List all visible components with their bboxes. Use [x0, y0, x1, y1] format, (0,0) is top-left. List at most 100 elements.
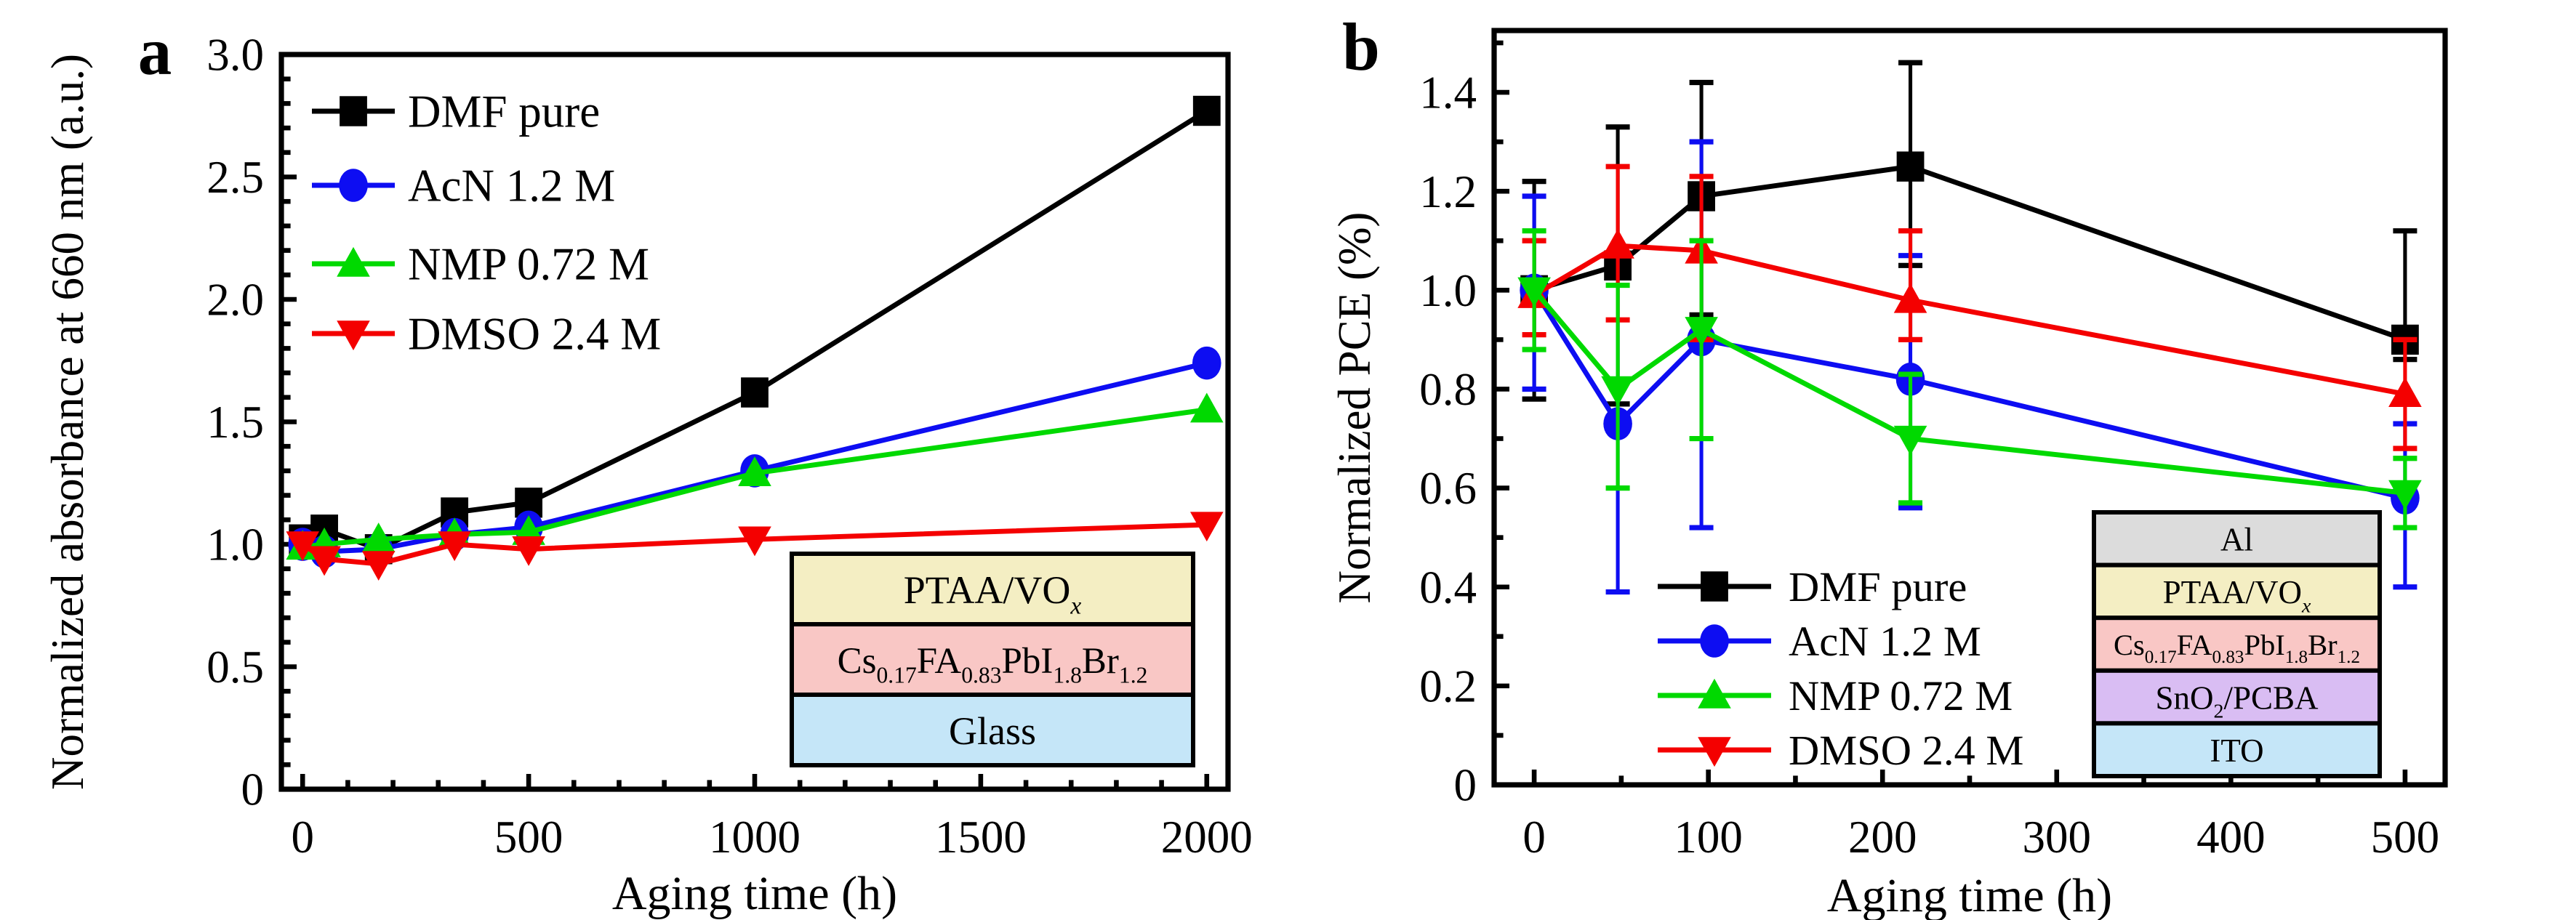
legend-label: AcN 1.2 M	[1789, 618, 1981, 665]
series-dmso-2-4-m	[286, 512, 1224, 581]
y-tick-labels: 0 0.2 0.4 0.6 0.8 1.0 1.2 1.4	[1419, 68, 1477, 811]
y-tick-label: 0.2	[1419, 661, 1477, 711]
stack-layer	[2092, 510, 2382, 568]
x-tick-label: 1000	[709, 812, 801, 863]
series-error-bars	[1522, 164, 2417, 451]
legend: DMF pure AcN 1.2 M NMP 0.72 M DMSO 2.4 M	[312, 86, 661, 359]
panel-letter: b	[1342, 10, 1380, 85]
legend-entry: DMF pure	[312, 86, 600, 137]
data-point-marker	[1189, 512, 1224, 542]
legend-entry: NMP 0.72 M	[1658, 672, 2013, 719]
stack-layer-label: Al	[2220, 522, 2253, 558]
y-tick-label: 2.0	[206, 275, 264, 326]
series-dmso-2-4-m	[1517, 164, 2422, 451]
y-axis-title: Normalized absorbance at 660 nm (a.u.)	[42, 54, 93, 790]
legend-marker-square-icon	[340, 96, 367, 126]
data-point-marker	[1517, 277, 1551, 307]
series-error-bars	[1522, 228, 2417, 530]
stack-layer-label: PTAA/VOx	[2163, 574, 2311, 617]
data-point-marker	[1601, 228, 1634, 259]
x-tick-label: 100	[1674, 812, 1743, 863]
data-point-marker	[1601, 376, 1634, 406]
legend-entry: DMSO 2.4 M	[312, 308, 661, 359]
series-nmp-0-72-m	[1517, 228, 2422, 530]
series-markers	[286, 512, 1224, 581]
data-point-marker	[512, 536, 545, 566]
y-tick-labels: 0 0.5 1.0 1.5 2.0 2.5 3.0	[206, 30, 264, 815]
legend-marker-square-icon	[1701, 571, 1728, 602]
stack-layer	[790, 552, 1195, 626]
x-tick-label: 200	[1848, 812, 1917, 863]
data-point-marker	[1685, 317, 1718, 347]
x-tick-label: 0	[291, 812, 314, 863]
legend-marker-triangle-up-icon	[337, 246, 370, 277]
legend-marker-triangle-up-icon	[1698, 678, 1731, 709]
data-point-marker	[1896, 151, 1925, 182]
series-markers	[1520, 151, 2419, 355]
y-tick-label: 0.8	[1419, 364, 1477, 415]
legend-marker-triangle-down-icon	[1698, 737, 1731, 767]
x-tick-labels: 0 100 200 300 400 500	[1522, 812, 2439, 863]
stack-layer-label: Cs0.17FA0.83PbI1.8Br1.2	[838, 641, 1148, 688]
series-markers	[1517, 228, 2422, 407]
stack-layer	[790, 622, 1195, 698]
y-tick-label: 0.4	[1419, 562, 1477, 613]
y-tick-label: 0.6	[1419, 463, 1477, 514]
stack-layer-label: Cs0.17FA0.83PbI1.8Br1.2	[2114, 629, 2360, 667]
x-tick-label: 400	[2196, 812, 2266, 863]
x-axis-title: Aging time (h)	[612, 867, 897, 920]
data-point-marker	[741, 377, 769, 408]
x-tick-label: 2000	[1161, 812, 1253, 863]
y-tick-label: 1.5	[206, 397, 264, 448]
x-tick-label: 0	[1522, 812, 1546, 863]
legend-marker-triangle-down-icon	[337, 320, 370, 351]
x-tick-label: 1500	[935, 812, 1027, 863]
y-tick-label: 2.5	[206, 152, 264, 203]
x-tick-label: 500	[494, 812, 563, 863]
y-axis-title: Normalized PCE (%)	[1329, 212, 1380, 604]
data-point-marker	[1192, 95, 1221, 126]
legend-entry: NMP 0.72 M	[312, 238, 649, 289]
legend-entry: DMF pure	[1658, 563, 1967, 610]
x-tick-labels: 0 500 1000 1500 2000	[291, 812, 1252, 863]
y-tick-label: 3.0	[206, 30, 264, 81]
data-point-marker	[361, 551, 396, 581]
legend-label: DMSO 2.4 M	[1789, 727, 2023, 774]
device-stack-inset: Al PTAA/VOx Cs0.17FA0.83PbI1.8Br1.2 SnO2/PC…	[2092, 510, 2382, 778]
y-tick-label: 1.4	[1419, 68, 1477, 118]
y-tick-label: 1.0	[1419, 265, 1477, 316]
data-point-marker	[1893, 425, 1927, 456]
data-point-marker	[1189, 392, 1224, 423]
legend-label: DMSO 2.4 M	[408, 308, 661, 359]
legend-entry: DMSO 2.4 M	[1658, 727, 2023, 774]
x-tick-label: 300	[2023, 812, 2092, 863]
stack-layer-label: SnO2/PCBA	[2155, 679, 2319, 722]
series-line	[1532, 288, 2406, 501]
series-markers	[1517, 277, 2422, 510]
series-dmf-pure	[1520, 60, 2419, 407]
legend-label: NMP 0.72 M	[1789, 672, 2013, 719]
panel-b: 0 100 200 300 400 500 0 0.2 0.4 0.6 0.8 1.0 1.2 1.4 Ag…	[1329, 10, 2448, 920]
data-point-marker	[2388, 377, 2422, 407]
plot-frame	[278, 52, 1231, 792]
legend: DMF pure AcN 1.2 M NMP 0.72 M DMSO 2.4 M	[1658, 563, 2023, 774]
data-point-marker	[361, 522, 396, 552]
y-tick-label: 0	[1454, 760, 1477, 811]
stack-layer-label: Glass	[949, 709, 1036, 753]
device-stack-inset: PTAA/VOx Cs0.17FA0.83PbI1.8Br1.2 Glass	[790, 552, 1195, 767]
data-point-marker	[286, 531, 320, 562]
stack-layer-label: ITO	[2210, 733, 2263, 769]
y-tick-label: 0.5	[206, 642, 264, 693]
stack-layer	[790, 692, 1195, 767]
legend-entry: AcN 1.2 M	[312, 160, 615, 211]
legend-entry: AcN 1.2 M	[1658, 618, 1981, 665]
data-point-marker	[1893, 283, 1927, 313]
legend-marker-circle-icon	[1700, 624, 1729, 658]
panel-letter: a	[138, 15, 172, 89]
series-line	[1533, 243, 2406, 397]
data-point-marker	[308, 546, 341, 576]
panel-a: 0 500 1000 1500 2000 0 0.5 1.0 1.5 2.0 2.5 3.0 Aging…	[42, 15, 1253, 920]
x-tick-label: 500	[2371, 812, 2440, 863]
